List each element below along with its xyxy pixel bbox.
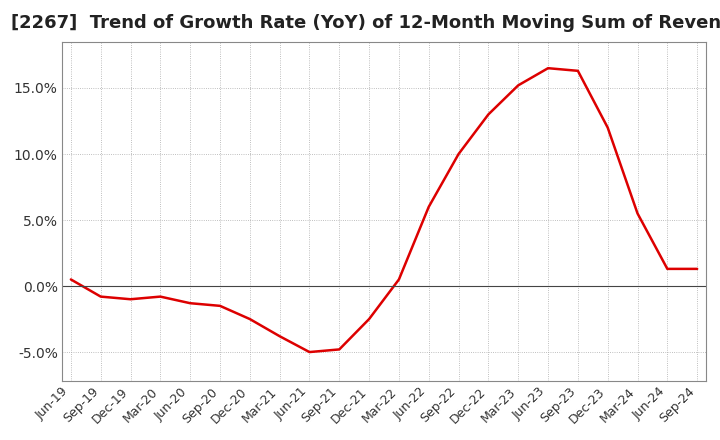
Title: [2267]  Trend of Growth Rate (YoY) of 12-Month Moving Sum of Revenues: [2267] Trend of Growth Rate (YoY) of 12-…	[11, 14, 720, 32]
